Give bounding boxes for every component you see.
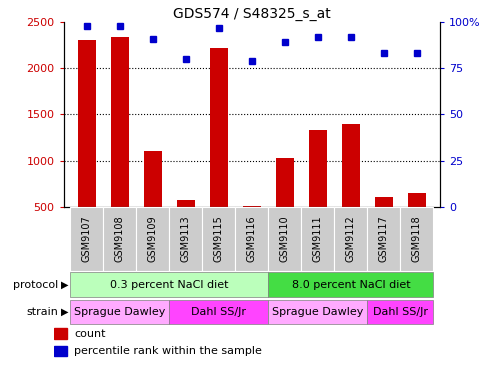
Bar bbox=[400, 207, 432, 271]
Text: GSM9117: GSM9117 bbox=[378, 216, 388, 262]
Text: GSM9108: GSM9108 bbox=[115, 216, 124, 262]
Bar bbox=[110, 37, 128, 253]
Title: GDS574 / S48325_s_at: GDS574 / S48325_s_at bbox=[173, 7, 330, 21]
Bar bbox=[169, 300, 268, 324]
Bar bbox=[275, 158, 293, 253]
Bar bbox=[242, 206, 261, 253]
Text: ▶: ▶ bbox=[61, 307, 68, 317]
Text: GSM9113: GSM9113 bbox=[181, 216, 190, 262]
Bar bbox=[308, 130, 326, 253]
Bar bbox=[374, 197, 392, 253]
Bar bbox=[209, 48, 227, 253]
Text: ▶: ▶ bbox=[61, 280, 68, 290]
Text: percentile rank within the sample: percentile rank within the sample bbox=[74, 346, 262, 356]
Text: GSM9107: GSM9107 bbox=[81, 216, 92, 262]
Text: 8.0 percent NaCl diet: 8.0 percent NaCl diet bbox=[291, 280, 409, 290]
Text: GSM9118: GSM9118 bbox=[411, 216, 421, 262]
Bar bbox=[407, 193, 425, 253]
Bar bbox=[70, 272, 268, 297]
Text: strain: strain bbox=[27, 307, 59, 317]
Bar bbox=[103, 207, 136, 271]
Text: GSM9109: GSM9109 bbox=[147, 216, 158, 262]
Bar bbox=[169, 207, 202, 271]
Bar bbox=[341, 124, 359, 253]
Bar bbox=[176, 200, 194, 253]
Text: GSM9115: GSM9115 bbox=[213, 216, 224, 262]
Text: GSM9110: GSM9110 bbox=[279, 216, 289, 262]
Bar bbox=[268, 207, 301, 271]
Bar bbox=[70, 207, 103, 271]
Text: 0.3 percent NaCl diet: 0.3 percent NaCl diet bbox=[110, 280, 228, 290]
Bar bbox=[366, 207, 400, 271]
Text: Dahl SS/Jr: Dahl SS/Jr bbox=[191, 307, 246, 317]
Text: Dahl SS/Jr: Dahl SS/Jr bbox=[372, 307, 427, 317]
Bar bbox=[70, 300, 169, 324]
Bar bbox=[334, 207, 366, 271]
Text: GSM9112: GSM9112 bbox=[345, 216, 355, 262]
Bar bbox=[54, 346, 67, 356]
Text: GSM9111: GSM9111 bbox=[312, 216, 322, 262]
Text: count: count bbox=[74, 329, 106, 339]
Bar bbox=[136, 207, 169, 271]
Text: protocol: protocol bbox=[13, 280, 59, 290]
Text: Sprague Dawley: Sprague Dawley bbox=[74, 307, 165, 317]
Bar bbox=[301, 207, 334, 271]
Text: Sprague Dawley: Sprague Dawley bbox=[272, 307, 363, 317]
Text: GSM9116: GSM9116 bbox=[246, 216, 256, 262]
Bar bbox=[143, 152, 162, 253]
Bar bbox=[202, 207, 235, 271]
Bar bbox=[235, 207, 268, 271]
Bar bbox=[268, 272, 432, 297]
Bar bbox=[268, 300, 366, 324]
Bar bbox=[54, 328, 67, 339]
Bar bbox=[78, 40, 96, 253]
Bar bbox=[366, 300, 432, 324]
